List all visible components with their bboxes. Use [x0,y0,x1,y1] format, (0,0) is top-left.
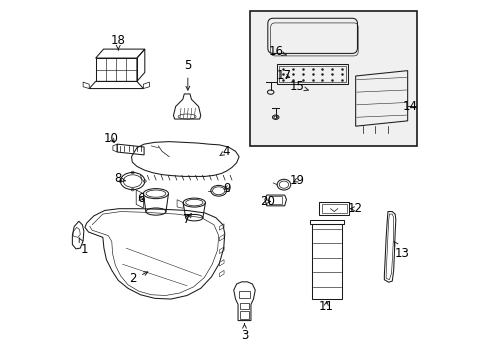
Text: 16: 16 [268,45,286,58]
Bar [276,64,348,84]
Bar [278,67,346,82]
Text: 12: 12 [347,202,362,215]
Text: 7: 7 [183,213,191,226]
Text: 18: 18 [111,34,125,50]
Text: 9: 9 [223,182,230,195]
Bar [239,291,249,298]
Text: 8: 8 [114,172,125,185]
Text: 14: 14 [402,100,417,113]
Text: 1: 1 [79,238,88,256]
Text: 13: 13 [393,242,409,260]
Text: 10: 10 [103,131,118,145]
Text: 6: 6 [137,192,144,205]
Bar [269,197,282,204]
Bar [240,311,248,319]
Text: 4: 4 [220,145,230,158]
Text: 5: 5 [184,59,191,90]
Text: 11: 11 [318,300,333,313]
Text: 20: 20 [259,195,274,208]
Text: 19: 19 [289,174,305,186]
Bar [249,12,416,146]
Bar [240,303,248,309]
Text: 17: 17 [276,69,291,82]
Text: 3: 3 [240,324,248,342]
Text: 15: 15 [289,80,307,93]
Text: 2: 2 [129,272,147,285]
